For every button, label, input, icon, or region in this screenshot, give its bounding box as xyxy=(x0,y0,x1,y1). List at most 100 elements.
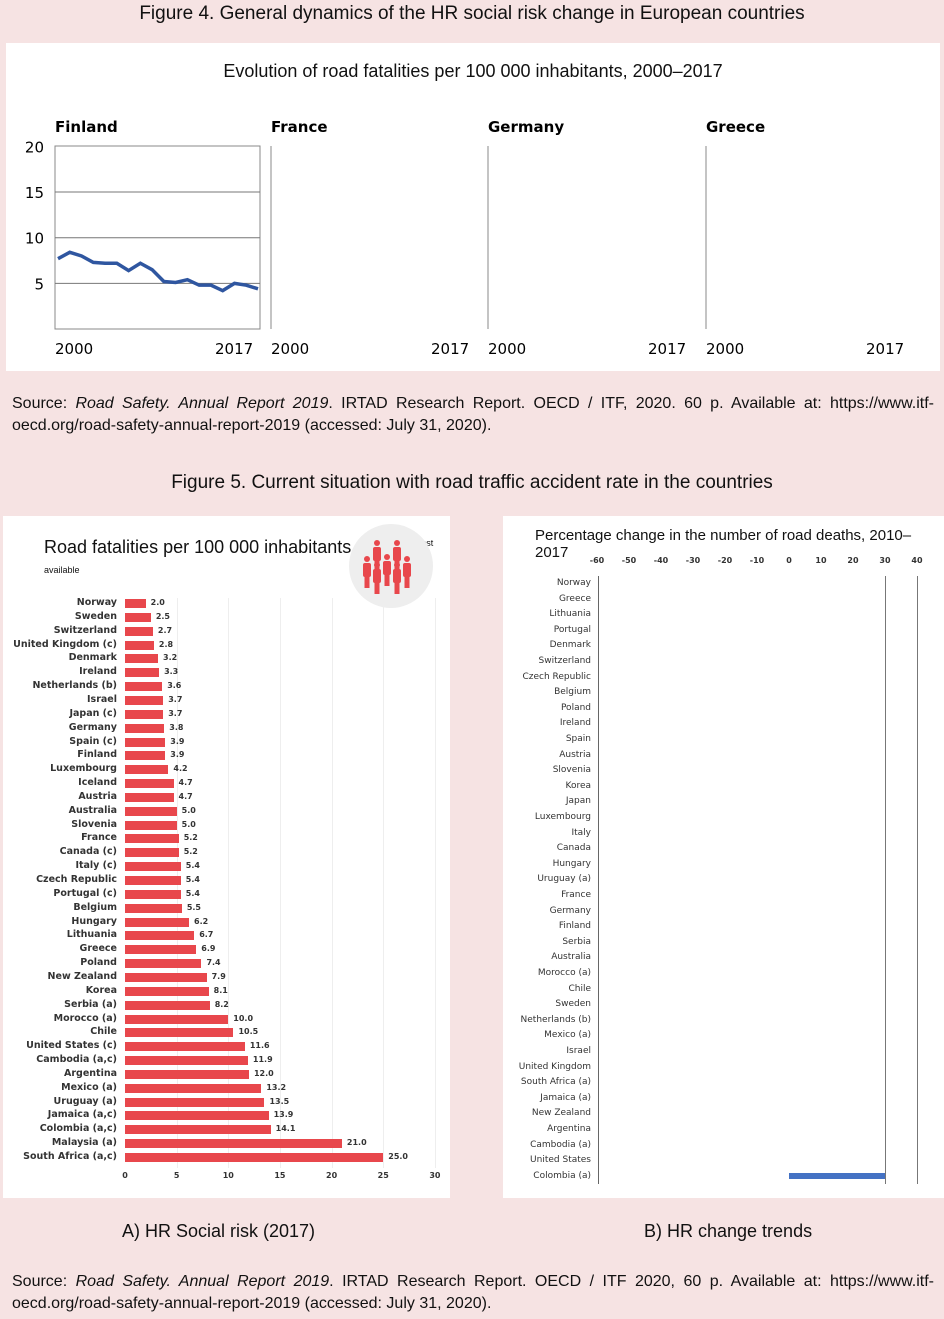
panel-title-greece: Greece xyxy=(706,118,765,136)
bar xyxy=(125,723,165,733)
bar xyxy=(125,1125,271,1135)
country-label: Canada xyxy=(556,843,591,854)
x-end-label: 2017 xyxy=(866,340,904,358)
figure4-plots: Finland 2000 2017 France 2000 2017 Germany 2000… xyxy=(25,118,904,358)
value-label: 5.2 xyxy=(183,847,198,857)
country-label: Denmark xyxy=(549,640,591,651)
value-label: 3.2 xyxy=(163,653,178,663)
value-label: 3.9 xyxy=(170,736,185,746)
bar xyxy=(125,889,181,899)
reference-line-40 xyxy=(917,576,918,1184)
bar xyxy=(125,959,202,969)
country-label: New Zealand xyxy=(47,970,117,982)
value-label: 7.9 xyxy=(211,971,226,981)
country-label: Belgium xyxy=(554,687,591,698)
bar xyxy=(125,682,163,692)
bar xyxy=(125,695,164,705)
country-label: Lithuania xyxy=(549,609,591,620)
country-label: Czech Republic xyxy=(522,671,591,682)
value-label: 3.9 xyxy=(170,750,185,760)
x-tick-label: -20 xyxy=(717,556,733,565)
bar xyxy=(125,1042,245,1052)
value-label: 7.4 xyxy=(206,958,221,968)
bar xyxy=(125,1000,210,1010)
figure4-panel: Evolution of road fatalities per 100 000… xyxy=(6,43,940,371)
country-label: Ireland xyxy=(559,718,591,729)
country-label: Switzerland xyxy=(538,656,592,666)
x-tick-label: -50 xyxy=(621,556,637,565)
x-tick-label: 20 xyxy=(847,556,859,565)
country-label: Lithuania xyxy=(66,929,117,941)
country-label: Japan xyxy=(565,796,591,807)
right-panel-label: B) HR change trends xyxy=(644,1221,813,1241)
y-tick-label: 5 xyxy=(34,275,44,293)
bar xyxy=(125,986,209,996)
bar xyxy=(125,1111,269,1121)
bar xyxy=(125,612,151,622)
bar xyxy=(125,765,169,775)
gridline xyxy=(228,598,230,1168)
value-label: 3.3 xyxy=(164,667,179,677)
finland-line xyxy=(57,250,259,293)
bar xyxy=(789,1172,885,1179)
x-start-label: 2000 xyxy=(55,340,93,358)
bar xyxy=(125,668,160,678)
value-label: 4.7 xyxy=(178,778,193,788)
country-label: Portugal xyxy=(553,624,591,635)
bar xyxy=(125,779,174,789)
bar xyxy=(125,737,166,747)
country-label: Mexico (a) xyxy=(61,1081,117,1093)
bar xyxy=(125,1097,265,1107)
country-label: Malaysia (a) xyxy=(51,1137,117,1149)
country-label: Denmark xyxy=(68,652,117,664)
bar xyxy=(125,806,177,816)
bar xyxy=(125,945,197,955)
fatalities-chart-panel: Road fatalities per 100 000 inhabitants … xyxy=(3,516,450,1198)
country-label: South Africa (a,c) xyxy=(23,1151,117,1162)
value-label: 5.0 xyxy=(181,805,196,815)
change-chart-panel: Percentage change in the number of road … xyxy=(503,516,944,1198)
country-label: Jamaica (a) xyxy=(540,1092,591,1103)
country-label: United States (c) xyxy=(26,1040,117,1052)
bar xyxy=(125,1028,234,1038)
y-tick-label: 20 xyxy=(25,138,44,156)
country-label: Finland xyxy=(77,749,117,761)
value-label: 25.0 xyxy=(388,1152,408,1161)
bar xyxy=(125,654,159,664)
value-label: 10.0 xyxy=(233,1013,254,1023)
x-tick-label: 40 xyxy=(911,556,923,565)
value-label: 5.0 xyxy=(181,819,196,829)
x-tick-label: 15 xyxy=(274,1171,286,1180)
bar xyxy=(125,1083,262,1093)
country-label: Cambodia (a) xyxy=(530,1139,591,1150)
country-label: Ireland xyxy=(79,666,117,678)
country-label: Argentina xyxy=(63,1067,117,1079)
x-tick-label: 25 xyxy=(377,1171,389,1180)
value-label: 13.2 xyxy=(266,1082,287,1092)
bar xyxy=(125,917,190,927)
x-tick-label: 10 xyxy=(815,556,827,565)
value-label: 5.5 xyxy=(186,902,201,912)
country-label: Belgium xyxy=(73,901,117,913)
value-label: 13.9 xyxy=(273,1110,294,1120)
value-label: 10.5 xyxy=(238,1027,259,1037)
bar xyxy=(125,931,195,941)
country-label: New Zealand xyxy=(531,1108,591,1119)
x-end-label: 2017 xyxy=(431,340,469,358)
value-label: 8.2 xyxy=(214,999,229,1009)
country-label: Austria xyxy=(78,790,117,802)
country-label: Australia xyxy=(68,804,117,816)
bar xyxy=(125,834,179,844)
country-label: Sweden xyxy=(74,610,117,622)
country-label: Israel xyxy=(566,1046,591,1056)
bar xyxy=(125,1069,249,1079)
x-tick-label: 10 xyxy=(222,1171,234,1180)
value-label: 4.2 xyxy=(173,764,188,774)
country-label: Greece xyxy=(79,943,117,955)
bar xyxy=(125,640,154,650)
country-label: Luxembourg xyxy=(534,812,591,822)
figure4-caption: Figure 4. General dynamics of the HR soc… xyxy=(139,3,805,24)
country-label: Cambodia (a,c) xyxy=(36,1054,117,1066)
people-icon xyxy=(349,524,433,608)
y-axis-line xyxy=(598,576,599,1184)
